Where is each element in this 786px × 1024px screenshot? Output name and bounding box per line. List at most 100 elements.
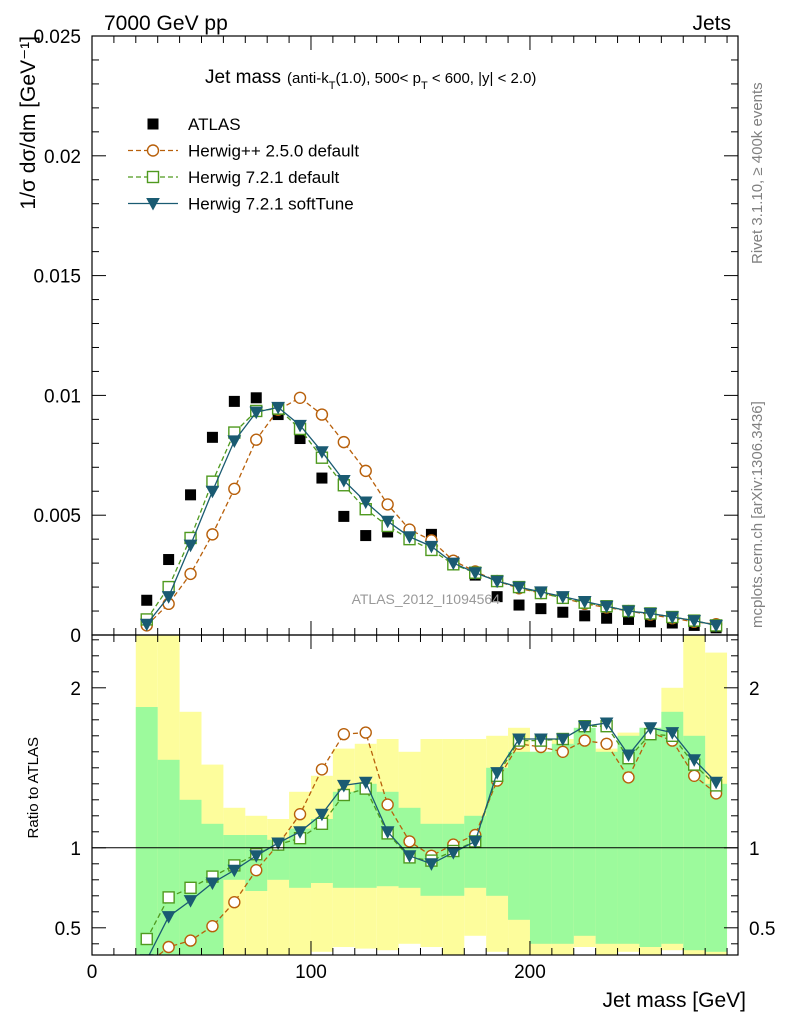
atlas-data-point — [579, 610, 591, 622]
analysis-watermark: ATLAS_2012_I1094564 — [352, 591, 501, 607]
plot-title-sub3: < 600, |y| < 2.0) — [428, 70, 537, 87]
rivet-label: Rivet 3.1.10, ≥ 400k events — [749, 82, 766, 264]
green-band-bin — [442, 823, 465, 896]
main-point-herwig-7-2-1-softtune — [402, 531, 417, 544]
green-band-bin — [486, 767, 509, 896]
axes: 0 100 200 0 0.005 0.01 0.015 0.02 0.025 0.5 0.5 1 1 2… — [33, 27, 775, 983]
ratio-line-herwig-2-5-0-default — [157, 731, 717, 955]
ratio-panel-frame — [91, 634, 739, 956]
ratio-point-herwig-2-5-0-default — [228, 896, 241, 909]
main-point-herwig-7-2-1-softtune — [665, 611, 680, 625]
header-right: Jets — [692, 12, 731, 35]
atlas-data-point — [163, 554, 175, 566]
ratio-y-tick-label: 0.5 — [55, 919, 81, 940]
ratio-point-herwig-2-5-0-default — [381, 798, 394, 811]
green-band-bin — [551, 743, 574, 944]
main-point-herwig-7-2-1-softtune — [380, 515, 395, 529]
green-band-bin — [310, 819, 333, 883]
main-point-herwig-7-2-1-softtune — [183, 539, 198, 553]
main-point-herwig-2-5-0-default — [293, 391, 307, 404]
main-point-herwig-7-2-1-softtune — [336, 474, 351, 488]
atlas-data-point — [206, 431, 218, 443]
main-series — [139, 391, 723, 634]
main-point-herwig-2-5-0-default — [337, 435, 351, 449]
ratio-point-herwig-7-2-1-softtune — [577, 720, 592, 734]
ratio-ylabel: Ratio to ATLAS — [25, 737, 42, 838]
ratio-point-herwig-7-2-1-softtune — [161, 911, 176, 924]
main-point-herwig-7-2-1-softtune — [534, 586, 548, 599]
atlas-data-point — [557, 606, 569, 618]
green-band-bin — [573, 727, 596, 936]
ratio-point-herwig-7-2-1-softtune — [315, 808, 329, 822]
ratio-x-tick-label: 200 — [514, 962, 546, 983]
ratio-point-herwig-2-5-0-default — [250, 864, 263, 877]
main-series-herwig-7-2-1-softtune — [139, 401, 723, 633]
legend-entry: ATLAS — [147, 115, 241, 134]
ratio-x-tick-label: 100 — [295, 962, 327, 983]
legend: ATLAS Herwig++ 2.5.0 default Herwig 7.2.1 … — [128, 115, 359, 214]
ratio-point-herwig-2-5-0-default — [162, 940, 175, 954]
plot-title-sub2-t: T — [421, 80, 428, 92]
ratio-point-herwig-7-2-1-softtune — [687, 754, 702, 767]
plot-title-sub: (anti-k — [287, 70, 329, 87]
ratio-point-herwig-7-2-1-default — [140, 932, 153, 946]
green-band-bin — [464, 815, 487, 888]
ratio-series-herwig-7-2-1-softtune — [139, 717, 723, 955]
atlas-data-point — [491, 591, 503, 603]
atlas-data-point — [513, 599, 525, 611]
ratio-point-herwig-7-2-1-softtune — [621, 749, 636, 763]
ratio-point-herwig-7-2-1-softtune — [468, 835, 483, 849]
plot-title-sub2: (1.0), 500< p — [335, 70, 420, 87]
atlas-data-point — [644, 616, 656, 628]
plot-title-sub-t: T — [329, 80, 336, 92]
ratio-series — [139, 717, 723, 955]
main-point-herwig-2-5-0-default — [228, 482, 241, 496]
ratio-point-herwig-7-2-1-softtune — [665, 727, 680, 740]
green-band-bin — [683, 735, 706, 951]
ratio-point-herwig-2-5-0-default — [315, 763, 329, 776]
ratio-point-herwig-2-5-0-default — [556, 745, 570, 758]
ratio-point-herwig-7-2-1-softtune — [402, 850, 417, 863]
main-point-herwig-7-2-1-softtune — [205, 485, 220, 499]
ratio-point-herwig-7-2-1-softtune — [271, 837, 285, 851]
plot-title-main: Jet mass — [205, 67, 281, 88]
atlas-data-point — [294, 433, 306, 445]
ratio-point-herwig-7-2-1-softtune — [512, 733, 526, 747]
main-point-herwig-7-2-1-softtune — [621, 605, 636, 619]
atlas-data-point — [601, 612, 613, 624]
ratio-y-tick-label: 1 — [70, 839, 81, 860]
main-point-herwig-7-2-1-softtune — [424, 540, 439, 554]
ratio-point-herwig-7-2-1-softtune — [709, 776, 723, 790]
ratio-point-herwig-2-5-0-default — [206, 920, 219, 933]
green-band-bin — [617, 735, 640, 944]
ratio-point-herwig-2-5-0-default — [578, 734, 591, 747]
atlas-data-point — [316, 472, 328, 484]
ratio-point-herwig-2-5-0-default — [337, 728, 351, 741]
green-band-bin — [639, 727, 662, 947]
main-ylabel: 1/σ dσ/dm [GeV⁻¹] — [17, 36, 40, 210]
atlas-data-point — [338, 510, 350, 522]
atlas-data-point — [535, 603, 547, 615]
ratio-point-herwig-2-5-0-default — [359, 726, 372, 739]
ratio-point-herwig-2-5-0-default — [184, 934, 197, 947]
atlas-data-point — [623, 613, 635, 625]
atlas-data-point — [250, 392, 262, 404]
legend-entry: Herwig 7.2.1 softTune — [128, 195, 354, 214]
main-point-herwig-7-2-1-softtune — [709, 619, 723, 633]
ratio-point-herwig-2-5-0-default — [403, 835, 416, 848]
legend-label: Herwig 7.2.1 default — [188, 168, 339, 187]
legend-entry: Herwig++ 2.5.0 default — [128, 142, 359, 161]
ratio-point-herwig-2-5-0-default — [293, 808, 307, 821]
main-point-herwig-7-2-1-softtune — [446, 557, 461, 571]
legend-label: Herwig 7.2.1 softTune — [188, 195, 354, 214]
green-band-bin — [157, 759, 180, 955]
main-point-herwig-7-2-1-softtune — [490, 575, 504, 589]
atlas-data-point — [141, 594, 153, 606]
main-point-herwig-2-5-0-default — [206, 528, 219, 541]
ratio-point-herwig-7-2-1-softtune — [534, 733, 548, 747]
mcplots-label: mcplots.cern.ch [arXiv:1306.3436] — [749, 401, 766, 628]
ratio-y-tick-label-right: 1 — [749, 839, 760, 860]
green-band-bin — [661, 711, 684, 944]
main-point-herwig-7-2-1-softtune — [271, 401, 285, 415]
